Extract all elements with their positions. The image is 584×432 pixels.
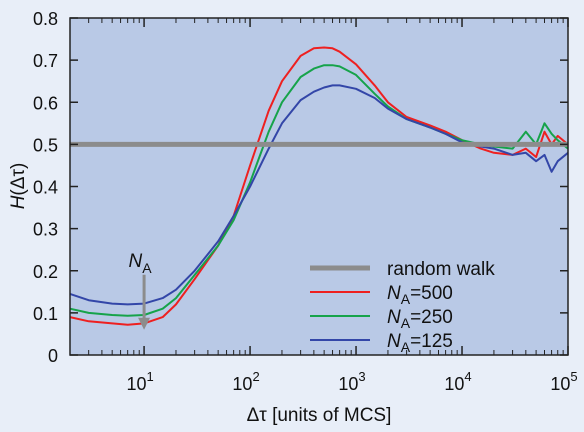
legend-label-sub: A [401, 315, 411, 331]
x-tick-exponent: 2 [252, 369, 259, 384]
legend-label-main: N [387, 283, 401, 304]
x-tick-label: 105 [550, 369, 577, 394]
series-line-1 [69, 64, 569, 317]
x-tick-label: 104 [444, 369, 471, 394]
legend-label-rest: =250 [410, 307, 453, 328]
series-line-2 [69, 84, 569, 306]
x-axis-label: Δτ [units of MCS] [247, 405, 392, 426]
y-tick-label: 0.2 [33, 262, 58, 282]
y-tick-label: 0.7 [33, 51, 58, 71]
legend-label-2: NA=125 [387, 331, 453, 355]
legend-label-sub: A [401, 339, 411, 355]
x-tick-exponent: 4 [464, 369, 471, 384]
x-tick-label: 103 [338, 369, 365, 394]
annotation-layer: NA [129, 251, 153, 330]
legend-label-rest: =500 [410, 283, 453, 304]
y-tick-label: 0.3 [33, 220, 58, 240]
legend-label-1: NA=250 [387, 307, 453, 331]
legend-label-rest: =125 [410, 331, 453, 352]
y-tick-label: 0.4 [33, 178, 58, 198]
x-tick-base: 10 [338, 374, 358, 394]
y-tick-label: 0.6 [33, 93, 58, 113]
legend-label-main: N [387, 331, 401, 352]
annotation-main: N [129, 251, 143, 272]
annotation-sub: A [142, 260, 152, 276]
series-line-0 [69, 46, 569, 326]
x-tick-label: 102 [232, 369, 259, 394]
legend-label-random-walk: random walk [387, 259, 495, 280]
y-tick-label: 0.5 [33, 135, 58, 155]
x-tick-exponent: 5 [570, 369, 577, 384]
x-tick-label: 101 [126, 369, 153, 394]
annotation-label: NA [129, 251, 153, 276]
series-layer [69, 46, 569, 326]
y-axis-label: H(Δτ) [8, 163, 29, 210]
y-tick-label: 0.8 [33, 9, 58, 29]
legend-label-0: NA=500 [387, 283, 453, 307]
y-tick-label: 0.1 [33, 304, 58, 324]
x-tick-base: 10 [444, 374, 464, 394]
annotation-arrow-head [138, 317, 151, 330]
legend-label-main: N [387, 307, 401, 328]
x-tick-exponent: 3 [358, 369, 365, 384]
y-tick-label: 0 [48, 346, 58, 366]
x-tick-base: 10 [232, 374, 252, 394]
x-tick-exponent: 1 [146, 369, 153, 384]
x-tick-base: 10 [550, 374, 570, 394]
plot-area [70, 18, 568, 355]
legend-label-sub: A [401, 291, 411, 307]
x-tick-base: 10 [126, 374, 146, 394]
